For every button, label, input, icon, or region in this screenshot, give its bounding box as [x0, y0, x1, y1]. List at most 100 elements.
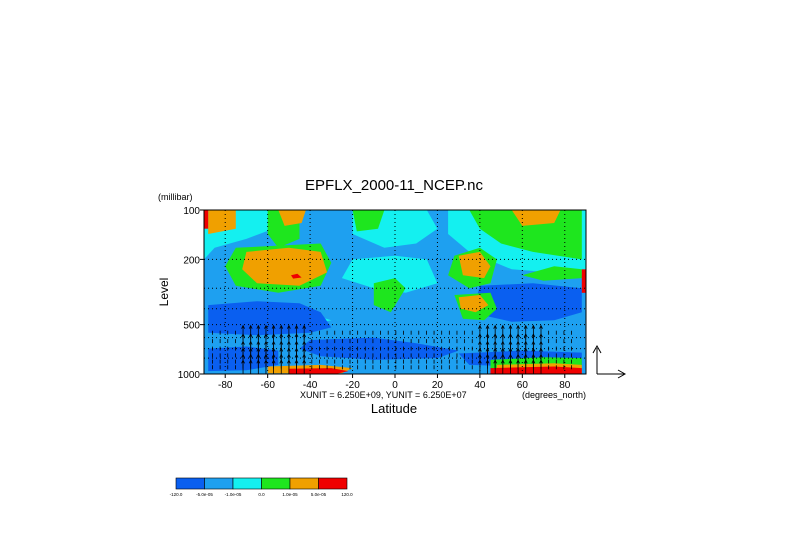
colorbar-label-3: 0.0 — [258, 492, 265, 497]
vector-arrow-head — [248, 324, 253, 329]
vector-arrow-head — [523, 333, 528, 338]
vector-arrow-head — [248, 359, 253, 364]
reference-arrows — [592, 344, 627, 379]
vector-arrow-head — [241, 340, 245, 345]
vector-arrow-head — [302, 353, 307, 358]
vector-arrow-head — [478, 353, 482, 358]
vector-arrow-head — [271, 353, 276, 358]
x-tick-label-3: -20 — [345, 380, 360, 391]
contour-region-30 — [291, 273, 302, 279]
vector-arrow-head — [485, 324, 490, 329]
vector-arrow-head — [485, 347, 490, 352]
vector-arrow-head — [302, 347, 307, 352]
vector-arrow-head — [508, 324, 513, 329]
colorbar-label-5: 5.0e-05 — [311, 492, 327, 497]
contour-region-21 — [208, 210, 236, 234]
vector-arrow-head — [241, 359, 245, 364]
x-tick-label-1: -60 — [260, 380, 275, 391]
vector-arrow-head — [248, 353, 253, 358]
vector-arrow-head — [279, 340, 284, 345]
contour-region-22 — [278, 210, 306, 226]
vector-arrow-head — [485, 333, 490, 338]
contour-region-25 — [511, 210, 561, 226]
vector-arrow-head — [287, 340, 291, 345]
contour-region-31 — [204, 210, 209, 229]
vector-arrow-head — [294, 333, 299, 338]
vector-arrow-head — [248, 333, 253, 338]
vector-arrow-head — [271, 347, 276, 352]
contour-region-32 — [581, 269, 586, 293]
vector-arrow-head — [271, 324, 276, 329]
contour-region-29 — [490, 366, 582, 374]
vector-arrow-head — [256, 324, 261, 329]
vector-arrow-head — [493, 340, 498, 345]
vector-arrow-head — [523, 324, 528, 329]
vector-arrow-head — [264, 347, 268, 352]
contour-region-18 — [522, 266, 582, 281]
vector-arrow-head — [248, 340, 253, 345]
vector-arrow-head — [478, 324, 482, 329]
y-tick-label-2: 500 — [183, 321, 200, 332]
vector-arrow-head — [271, 359, 276, 364]
x-tick-label-4: 0 — [392, 380, 398, 391]
vector-arrow-head — [508, 359, 513, 364]
contour-region-28 — [288, 368, 349, 374]
vector-arrow-head — [264, 353, 268, 358]
y-unit-label: (millibar) — [158, 192, 193, 202]
vector-arrow-head — [508, 340, 513, 345]
contour-region-24 — [458, 295, 489, 313]
vector-arrow-head — [241, 353, 245, 358]
vector-arrow-head — [478, 333, 482, 338]
vector-arrow-head — [256, 347, 261, 352]
vector-arrow-head — [264, 359, 268, 364]
vector-arrow-head — [264, 324, 268, 329]
vector-arrow-head — [500, 359, 505, 364]
vector-arrow-head — [493, 359, 498, 364]
vector-arrow-head — [287, 353, 291, 358]
vector-arrow-head — [500, 347, 505, 352]
plot-area — [204, 210, 586, 374]
vector-arrow-head — [539, 324, 543, 329]
vector-arrow-head — [523, 359, 528, 364]
vector-arrow-head — [500, 324, 505, 329]
chart-title: EPFLX_2000-11_NCEP.nc — [305, 177, 483, 194]
contour-region-20 — [242, 247, 328, 286]
vector-arrow-head — [279, 324, 284, 329]
x-axis-ticks: -80 -60 -40 -20 0 20 40 60 80 — [218, 374, 571, 391]
vector-arrow-head — [279, 359, 284, 364]
vector-arrow-head — [539, 340, 543, 345]
vector-arrow-head — [302, 359, 307, 364]
colorbar-swatch-1 — [204, 477, 234, 490]
vector-arrow-head — [539, 347, 543, 352]
vector-arrow-head — [523, 353, 528, 358]
vector-arrow-head — [531, 324, 536, 329]
x-axis-label: Latitude — [371, 401, 417, 416]
vector-arrow-head — [287, 359, 291, 364]
vector-arrow-head — [523, 340, 528, 345]
vector-arrow-head — [294, 347, 299, 352]
x-tick-label-8: 80 — [559, 380, 571, 391]
vector-arrow-head — [485, 353, 490, 358]
contour-region-6 — [208, 301, 332, 336]
colorbar-swatch-4 — [289, 477, 319, 490]
contour-region-7 — [475, 283, 582, 322]
vector-arrow-head — [294, 359, 299, 364]
colorbar-label-6: 120.0 — [341, 492, 353, 497]
vector-arrow-head — [294, 340, 299, 345]
vector-arrow-head — [516, 347, 520, 352]
vector-arrow-head — [485, 359, 490, 364]
vector-arrow-head — [508, 333, 513, 338]
vector-arrow-head — [264, 340, 268, 345]
vector-arrow-head — [256, 340, 261, 345]
vector-arrow-head — [279, 333, 284, 338]
vector-arrow-head — [516, 333, 520, 338]
vector-arrow-head — [531, 333, 536, 338]
vector-arrow-head — [271, 340, 276, 345]
contour-region-4 — [341, 255, 438, 293]
vector-arrow-head — [287, 324, 291, 329]
colorbar-swatch-0 — [175, 477, 205, 490]
vector-arrow-head — [478, 347, 482, 352]
colorbar-label-2: -1.0e-05 — [225, 492, 242, 497]
colorbar-swatch-5 — [318, 477, 348, 490]
